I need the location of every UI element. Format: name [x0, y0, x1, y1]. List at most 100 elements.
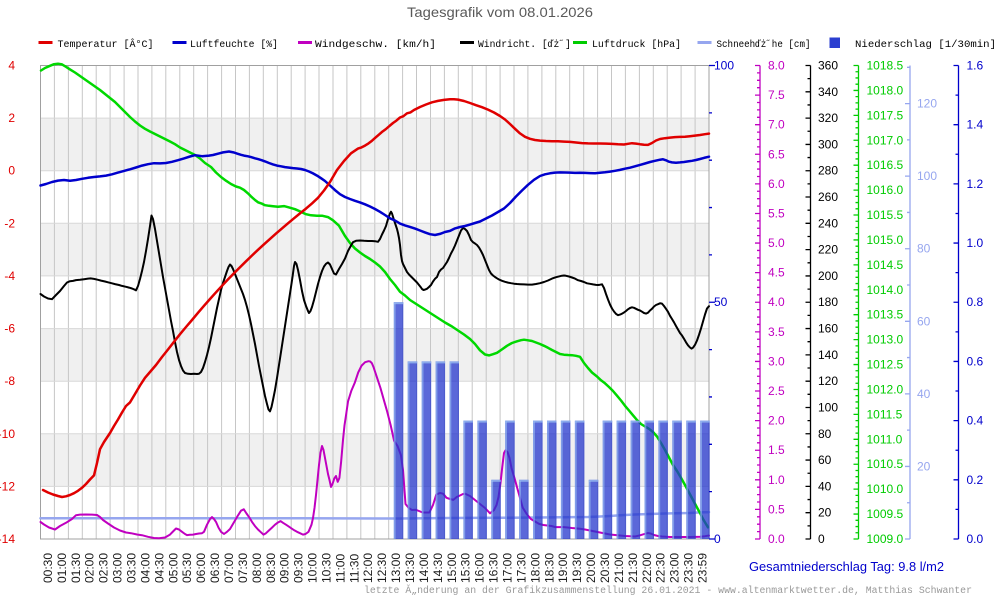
svg-text:18:00: 18:00 — [528, 553, 542, 583]
svg-text:60: 60 — [917, 314, 931, 328]
svg-text:10:30: 10:30 — [320, 553, 334, 583]
svg-text:120: 120 — [917, 97, 937, 111]
svg-text:260: 260 — [818, 190, 838, 204]
svg-text:-12: -12 — [0, 479, 15, 493]
svg-text:-10: -10 — [0, 427, 15, 441]
svg-text:20: 20 — [818, 506, 832, 520]
svg-text:3.5: 3.5 — [768, 325, 785, 339]
svg-text:1017.5: 1017.5 — [867, 108, 904, 122]
svg-text:1012.5: 1012.5 — [867, 358, 904, 372]
svg-text:-4: -4 — [4, 269, 15, 283]
svg-text:07:30: 07:30 — [236, 553, 250, 583]
svg-text:0: 0 — [714, 532, 721, 546]
svg-text:14:30: 14:30 — [431, 553, 445, 583]
svg-text:Tagesgrafik vom 08.01.2026: Tagesgrafik vom 08.01.2026 — [407, 5, 593, 20]
svg-text:03:30: 03:30 — [125, 553, 139, 583]
svg-text:4: 4 — [8, 59, 15, 73]
svg-text:0.5: 0.5 — [768, 502, 785, 516]
svg-text:140: 140 — [818, 348, 838, 362]
svg-text:19:00: 19:00 — [556, 553, 570, 583]
svg-text:1013.0: 1013.0 — [867, 333, 904, 347]
svg-text:09:00: 09:00 — [278, 553, 292, 583]
svg-text:0.6: 0.6 — [967, 354, 984, 368]
svg-text:1011.5: 1011.5 — [867, 407, 903, 421]
svg-text:0.0: 0.0 — [967, 532, 984, 546]
svg-text:7.0: 7.0 — [768, 118, 785, 132]
svg-text:240: 240 — [818, 216, 838, 230]
svg-text:100: 100 — [714, 59, 734, 73]
svg-text:50: 50 — [714, 295, 728, 309]
svg-text:1010.0: 1010.0 — [867, 482, 904, 496]
svg-text:1015.5: 1015.5 — [867, 208, 904, 222]
svg-text:Windgeschw. [km/h]: Windgeschw. [km/h] — [315, 39, 436, 51]
svg-text:0: 0 — [818, 532, 825, 546]
svg-text:08:30: 08:30 — [264, 553, 278, 583]
svg-text:-8: -8 — [4, 374, 15, 388]
svg-text:1.4: 1.4 — [967, 118, 984, 132]
svg-text:1016.0: 1016.0 — [867, 183, 904, 197]
svg-text:6.0: 6.0 — [768, 177, 785, 191]
svg-text:360: 360 — [818, 59, 838, 73]
svg-text:02:30: 02:30 — [97, 553, 111, 583]
svg-text:6.5: 6.5 — [768, 147, 785, 161]
svg-text:15:30: 15:30 — [459, 553, 473, 583]
svg-text:7.5: 7.5 — [768, 88, 785, 102]
svg-text:4.0: 4.0 — [768, 295, 785, 309]
svg-text:20:00: 20:00 — [584, 553, 598, 583]
svg-text:19:30: 19:30 — [570, 553, 584, 583]
svg-text:1.6: 1.6 — [967, 59, 984, 73]
svg-text:1018.0: 1018.0 — [867, 83, 904, 97]
svg-text:13:30: 13:30 — [403, 553, 417, 583]
svg-text:1011.0: 1011.0 — [867, 432, 903, 446]
svg-text:01:00: 01:00 — [55, 553, 69, 583]
svg-text:16:00: 16:00 — [473, 553, 487, 583]
svg-text:16:30: 16:30 — [487, 553, 501, 583]
svg-text:23:59: 23:59 — [696, 553, 710, 583]
svg-text:180: 180 — [818, 295, 838, 309]
svg-text:18:30: 18:30 — [542, 553, 556, 583]
svg-text:0.8: 0.8 — [967, 295, 984, 309]
svg-text:12:00: 12:00 — [361, 553, 375, 583]
svg-text:08:00: 08:00 — [250, 553, 264, 583]
svg-text:-6: -6 — [4, 322, 15, 336]
svg-text:1.5: 1.5 — [768, 443, 785, 457]
svg-text:1017.0: 1017.0 — [867, 133, 904, 147]
svg-text:20: 20 — [917, 459, 931, 473]
svg-text:80: 80 — [818, 427, 832, 441]
svg-text:4.5: 4.5 — [768, 266, 785, 280]
svg-text:0.0: 0.0 — [768, 532, 785, 546]
svg-text:1009.5: 1009.5 — [867, 507, 904, 521]
svg-text:220: 220 — [818, 243, 838, 257]
svg-text:160: 160 — [818, 322, 838, 336]
svg-text:03:00: 03:00 — [111, 553, 125, 583]
svg-text:04:30: 04:30 — [152, 553, 166, 583]
svg-text:Luftfeuchte [%]: Luftfeuchte [%] — [190, 39, 278, 51]
svg-text:21:00: 21:00 — [612, 553, 626, 583]
svg-text:15:00: 15:00 — [445, 553, 459, 583]
svg-text:280: 280 — [818, 164, 838, 178]
svg-text:22:30: 22:30 — [654, 553, 668, 583]
svg-text:01:30: 01:30 — [69, 553, 83, 583]
svg-text:0.2: 0.2 — [967, 473, 984, 487]
svg-text:06:00: 06:00 — [194, 553, 208, 583]
svg-text:05:00: 05:00 — [166, 553, 180, 583]
svg-text:23:00: 23:00 — [668, 553, 682, 583]
svg-text:200: 200 — [818, 269, 838, 283]
svg-text:80: 80 — [917, 242, 931, 256]
svg-text:1016.5: 1016.5 — [867, 158, 904, 172]
svg-text:340: 340 — [818, 85, 838, 99]
svg-text:320: 320 — [818, 111, 838, 125]
svg-text:07:00: 07:00 — [222, 553, 236, 583]
svg-text:100: 100 — [818, 401, 838, 415]
svg-text:300: 300 — [818, 137, 838, 151]
svg-text:23:30: 23:30 — [682, 553, 696, 583]
svg-text:60: 60 — [818, 453, 832, 467]
svg-text:1.0: 1.0 — [967, 236, 984, 250]
svg-text:14:00: 14:00 — [417, 553, 431, 583]
svg-text:11:30: 11:30 — [347, 554, 361, 583]
svg-text:17:00: 17:00 — [501, 553, 515, 583]
svg-text:1015.0: 1015.0 — [867, 233, 904, 247]
svg-text:1010.5: 1010.5 — [867, 457, 904, 471]
svg-text:05:30: 05:30 — [180, 553, 194, 583]
svg-text:40: 40 — [917, 387, 931, 401]
